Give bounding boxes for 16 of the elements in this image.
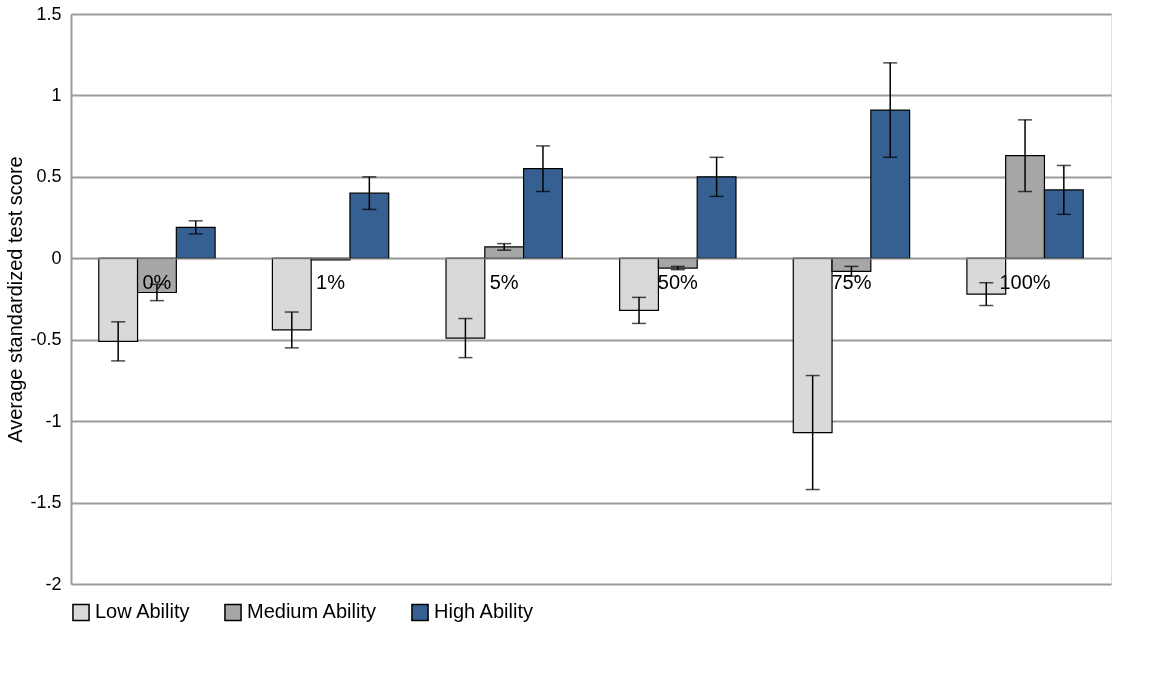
- x-tick-label: 50%: [657, 270, 699, 293]
- y-tick-label: 0.5: [36, 166, 62, 187]
- y-tick-label: -1: [45, 410, 62, 431]
- x-tick-label: 1%: [316, 270, 346, 293]
- y-tick-label: -1.5: [30, 492, 62, 513]
- y-tick-label: 1: [51, 84, 62, 105]
- y-tick-label: 1.5: [36, 3, 62, 24]
- legend-label: Medium Ability: [247, 600, 376, 623]
- y-tick-label: -2: [45, 573, 62, 594]
- legend-label: High Ability: [434, 600, 533, 623]
- legend-label: Low Ability: [95, 600, 190, 623]
- y-axis-title: Average standardized test score: [4, 156, 27, 443]
- y-tick-label: -0.5: [30, 329, 62, 350]
- x-tick-label: 0%: [142, 270, 172, 293]
- y-tick-label: 0: [51, 247, 62, 268]
- x-tick-label: 5%: [489, 270, 519, 293]
